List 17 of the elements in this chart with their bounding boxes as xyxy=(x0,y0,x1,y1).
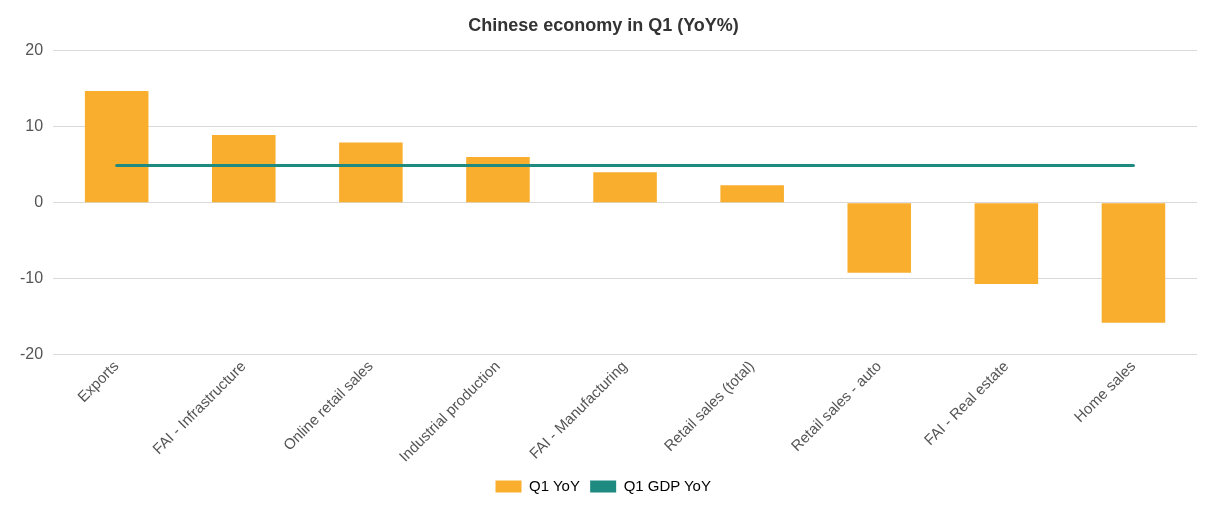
y-tick-label: 20 xyxy=(25,41,44,59)
y-tick-label: -20 xyxy=(20,345,44,363)
bar xyxy=(1101,203,1166,323)
bar xyxy=(847,203,912,273)
y-tick-label: 0 xyxy=(34,193,44,211)
y-tick-label: -10 xyxy=(20,269,44,287)
legend-label: Q1 YoY xyxy=(529,476,580,494)
y-tick-label: 10 xyxy=(25,117,44,135)
legend-label: Q1 GDP YoY xyxy=(623,476,711,494)
bar xyxy=(212,135,276,203)
bar xyxy=(593,172,657,203)
bar xyxy=(974,203,1039,285)
bar xyxy=(339,142,403,203)
chart-title: Chinese economy in Q1 (YoY%) xyxy=(468,14,739,35)
bar xyxy=(84,90,149,203)
bar xyxy=(720,185,784,203)
bar xyxy=(466,157,530,203)
